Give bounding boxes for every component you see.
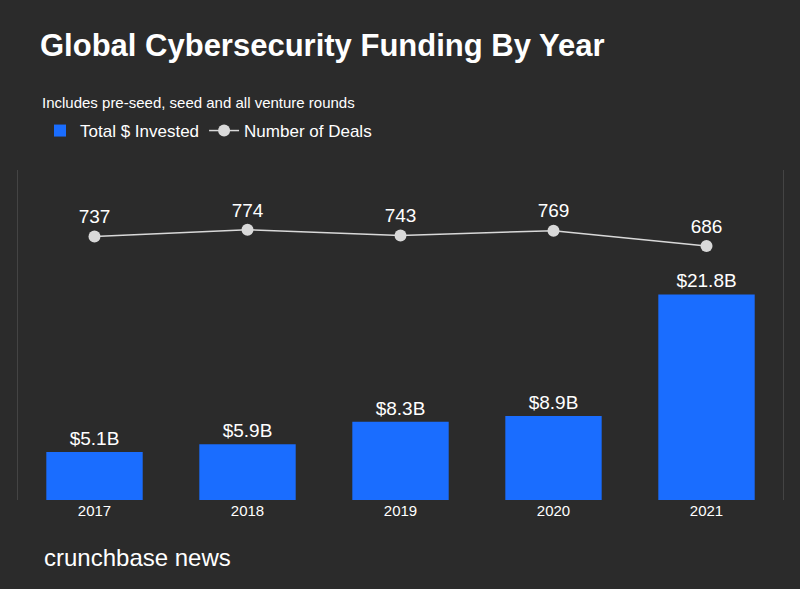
svg-text:774: 774 <box>232 200 264 221</box>
svg-text:2017: 2017 <box>78 502 111 519</box>
svg-text:$8.3B: $8.3B <box>376 398 426 419</box>
svg-text:$5.9B: $5.9B <box>223 420 273 441</box>
svg-text:743: 743 <box>385 205 417 226</box>
svg-text:Global Cybersecurity Funding B: Global Cybersecurity Funding By Year <box>40 28 604 63</box>
svg-text:$5.1B: $5.1B <box>70 428 120 449</box>
svg-text:$8.9B: $8.9B <box>529 392 579 413</box>
svg-text:$21.8B: $21.8B <box>676 270 736 291</box>
svg-text:737: 737 <box>79 206 111 227</box>
svg-text:2018: 2018 <box>231 502 264 519</box>
svg-text:Total $ Invested: Total $ Invested <box>80 122 199 141</box>
svg-text:Includes pre-seed, seed and al: Includes pre-seed, seed and all venture … <box>42 94 355 111</box>
svg-text:crunchbase news: crunchbase news <box>44 544 231 571</box>
svg-text:686: 686 <box>691 216 723 237</box>
svg-text:2021: 2021 <box>690 502 723 519</box>
svg-text:2019: 2019 <box>384 502 417 519</box>
svg-text:Number of Deals: Number of Deals <box>244 122 372 141</box>
svg-text:2020: 2020 <box>537 502 570 519</box>
svg-text:769: 769 <box>538 200 570 221</box>
